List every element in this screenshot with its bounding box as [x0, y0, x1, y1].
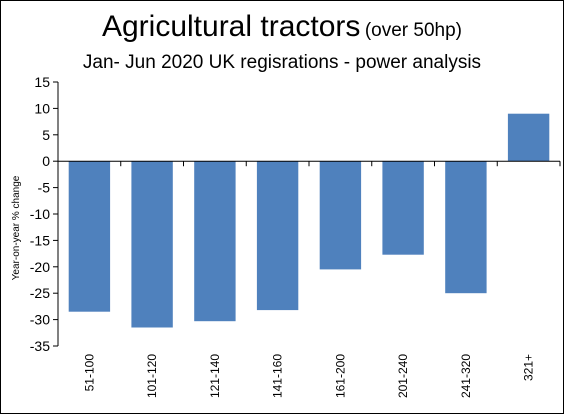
y-tick-label: 0 — [42, 153, 50, 169]
y-tick-label: -20 — [30, 259, 50, 275]
chart-title-suffix: (over 50hp) — [364, 20, 463, 41]
bar-121-140 — [194, 161, 236, 322]
y-tick-label: 15 — [34, 74, 50, 90]
x-category-label: 241-320 — [459, 354, 473, 398]
axes-group: 15 10 5 0 -5 -10 -15 -20 -25 -30 -35 51-100 101-120 1… — [30, 74, 561, 398]
bar-101-120 — [131, 161, 173, 328]
chart-title: Agricultural tractors (over 50hp) — [0, 10, 564, 44]
bar-141-160 — [256, 161, 299, 311]
x-category-label: 141-160 — [271, 354, 285, 398]
x-category-label: 321+ — [522, 354, 536, 381]
x-category-label: 161-200 — [333, 354, 347, 398]
chart-title-main: Agricultural tractors — [101, 10, 361, 43]
bar-201-240 — [382, 161, 424, 255]
y-tick-label: -5 — [38, 180, 51, 196]
y-tick-label: -10 — [30, 206, 50, 222]
x-category-label: 51-100 — [82, 354, 96, 392]
y-tick-label: -30 — [30, 312, 50, 328]
chart-subtitle: Jan- Jun 2020 UK regisrations - power an… — [82, 52, 482, 73]
y-tick-label: 10 — [34, 100, 50, 116]
y-axis-title: Year-on-year % change — [11, 175, 22, 280]
bars-group — [68, 113, 550, 328]
y-tick-label: 5 — [42, 127, 50, 143]
x-category-label: 201-240 — [396, 354, 410, 398]
x-category-label: 121-140 — [208, 354, 222, 398]
y-tick-label: -35 — [30, 338, 50, 354]
y-tick-label: -15 — [30, 232, 50, 248]
bar-161-200 — [319, 161, 362, 270]
x-category-label: 101-120 — [145, 354, 159, 398]
bar-241-320 — [445, 161, 487, 294]
y-tick-label: -25 — [30, 285, 50, 301]
bar-51-100 — [68, 161, 111, 312]
bar-321+ — [507, 113, 550, 162]
